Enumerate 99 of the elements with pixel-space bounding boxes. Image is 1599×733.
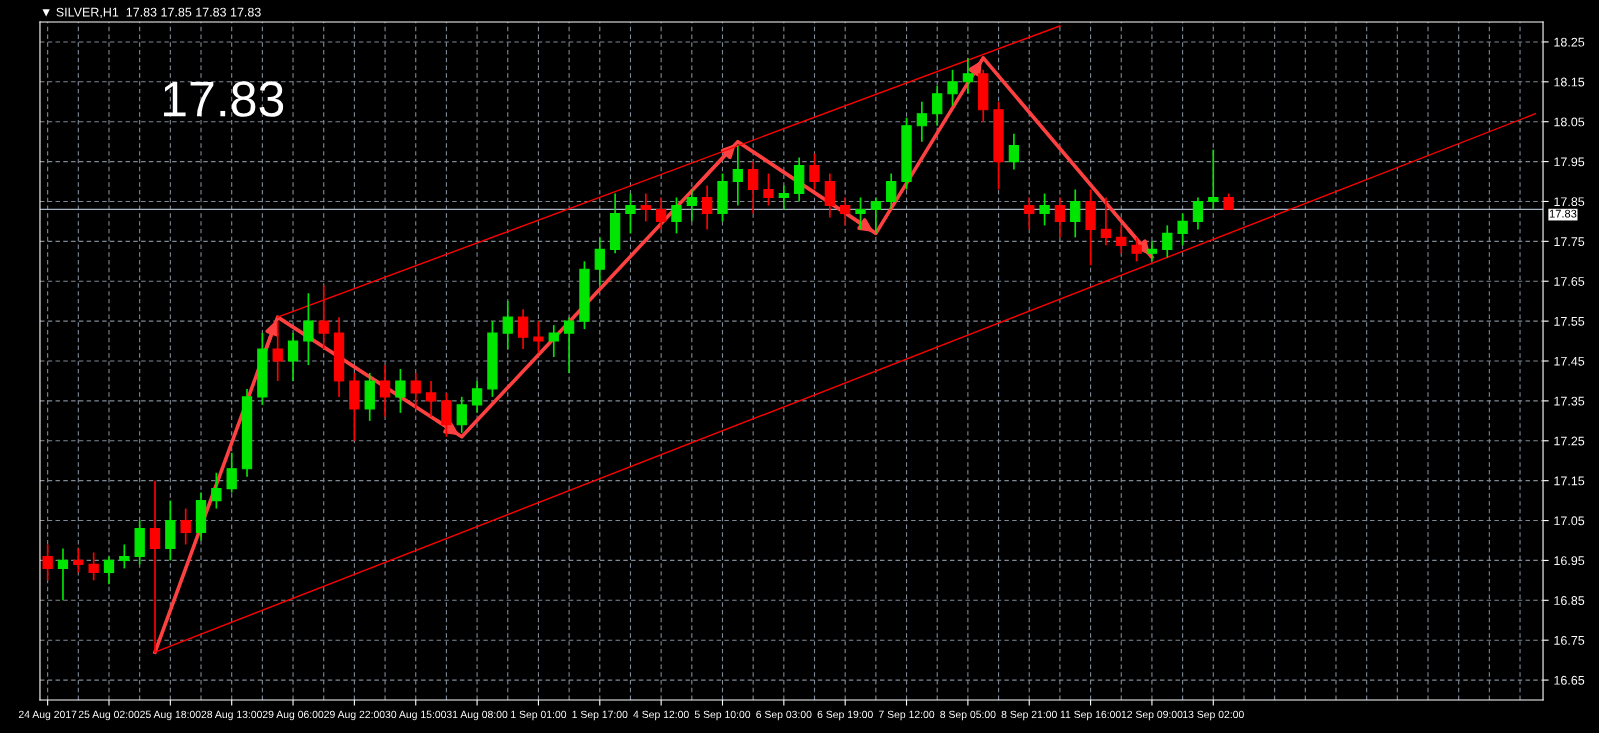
candlestick xyxy=(763,172,774,207)
candlestick xyxy=(425,380,437,418)
candlestick xyxy=(1054,196,1066,239)
candlestick xyxy=(548,324,559,358)
x-tick-label: 24 Aug 2017 xyxy=(18,710,77,721)
ref-line-label: 17.83 xyxy=(1549,209,1577,218)
x-tick-label: 25 Aug 18:00 xyxy=(140,710,201,721)
candlestick xyxy=(1039,192,1050,227)
candlestick xyxy=(1008,132,1020,171)
x-tick-label: 4 Sep 12:00 xyxy=(633,710,689,721)
candlestick xyxy=(1024,196,1035,231)
x-tick-label: 1 Sep 17:00 xyxy=(572,710,628,721)
candlestick xyxy=(379,364,391,418)
x-tick-label: 28 Aug 13:00 xyxy=(201,710,262,721)
candlestick xyxy=(1070,188,1081,239)
y-tick-label: 18.15 xyxy=(1554,77,1585,87)
candlestick xyxy=(57,547,69,602)
candlestick xyxy=(748,160,759,215)
y-tick-label: 17.85 xyxy=(1554,197,1585,207)
y-tick-label: 16.85 xyxy=(1554,596,1585,605)
y-tick-label: 18.25 xyxy=(1554,37,1585,47)
y-tick-label: 17.55 xyxy=(1554,317,1585,326)
y-tick-label: 18.05 xyxy=(1554,117,1585,127)
candlestick xyxy=(471,380,483,414)
y-tick-label: 17.75 xyxy=(1554,237,1585,246)
candlestick xyxy=(886,172,897,211)
x-tick-label: 8 Sep 05:00 xyxy=(940,710,996,721)
candlestick xyxy=(870,196,882,235)
candlestick xyxy=(824,172,836,219)
x-tick-label: 25 Aug 02:00 xyxy=(78,710,140,721)
candlestick xyxy=(947,69,958,107)
x-tick-label: 31 Aug 08:00 xyxy=(446,710,508,721)
y-tick-label: 17.35 xyxy=(1554,396,1585,406)
candlestick xyxy=(1208,148,1219,211)
y-tick-label: 17.05 xyxy=(1554,516,1585,526)
candlestick xyxy=(686,188,697,223)
candlestick xyxy=(272,320,283,382)
candlestick xyxy=(640,192,651,223)
x-tick-label: 29 Aug 22:00 xyxy=(324,710,385,721)
candlestick xyxy=(1100,196,1112,247)
candlestick xyxy=(73,547,84,574)
candlestick xyxy=(625,192,636,235)
x-tick-label: 1 Sep 01:00 xyxy=(511,710,567,721)
x-tick-label: 30 Aug 15:00 xyxy=(385,710,447,721)
candlestick xyxy=(594,236,605,287)
x-tick-label: 29 Aug 06:00 xyxy=(262,710,324,721)
candlestick xyxy=(1131,236,1142,263)
annotation: 17.83 xyxy=(164,81,284,117)
candlestick xyxy=(103,555,115,586)
line-series xyxy=(153,56,1154,654)
candlestick xyxy=(563,316,575,374)
x-tick-label: 6 Sep 19:00 xyxy=(817,710,873,721)
x-tick-label: 8 Sep 21:00 xyxy=(1001,710,1057,721)
x-tick-label: 7 Sep 12:00 xyxy=(878,710,935,721)
candlestick xyxy=(1116,224,1127,255)
candlestick xyxy=(211,471,222,510)
candlestick xyxy=(441,392,452,438)
y-tick-label: 17.95 xyxy=(1554,157,1585,167)
candlestick xyxy=(517,308,529,350)
y-tick-label: 17.65 xyxy=(1554,277,1585,286)
candlestick xyxy=(1177,212,1188,247)
candlestick xyxy=(42,543,53,582)
candlestick xyxy=(840,196,851,227)
x-tick-label: 12 Sep 09:00 xyxy=(1121,710,1183,721)
x-tick-label: 6 Sep 03:00 xyxy=(756,710,812,721)
candlestick xyxy=(119,543,130,570)
candlestick xyxy=(932,84,943,127)
candlestick xyxy=(1192,196,1204,231)
candlestick xyxy=(1162,224,1173,259)
candlestick xyxy=(395,368,406,414)
candlestick xyxy=(303,292,314,366)
x-tick-label: 11 Sep 16:00 xyxy=(1060,710,1121,721)
y-tick-label: 17.45 xyxy=(1554,356,1585,366)
candlestick xyxy=(778,184,789,211)
candlestick xyxy=(962,57,974,95)
candlestick xyxy=(456,396,467,434)
x-tick-label: 13 Sep 02:00 xyxy=(1183,710,1244,721)
candlestick xyxy=(180,507,191,546)
candlestick xyxy=(88,551,99,582)
y-tick-label: 16.75 xyxy=(1554,635,1585,645)
candlestick xyxy=(533,320,544,354)
x-tick-label: 5 Sep 10:00 xyxy=(694,710,751,721)
candlestick xyxy=(916,100,928,143)
candlestick xyxy=(671,196,682,235)
candlestick xyxy=(1146,240,1158,263)
candlestick xyxy=(287,332,299,382)
chart-title: ▼ SILVER,H1 17.83 17.85 17.83 17.83 xyxy=(42,7,261,19)
candlestick xyxy=(655,196,667,231)
candlestick xyxy=(701,184,713,231)
y-tick-label: 17.15 xyxy=(1554,476,1585,486)
y-tick-label: 17.25 xyxy=(1554,436,1585,446)
candlestick xyxy=(410,372,421,410)
candlestick xyxy=(809,152,820,191)
candlestick xyxy=(732,144,743,207)
candlestick xyxy=(226,451,237,494)
y-tick-label: 16.95 xyxy=(1554,556,1585,566)
candlestick xyxy=(502,300,513,350)
y-tick-label: 16.65 xyxy=(1554,675,1585,685)
candlestick xyxy=(855,196,866,231)
